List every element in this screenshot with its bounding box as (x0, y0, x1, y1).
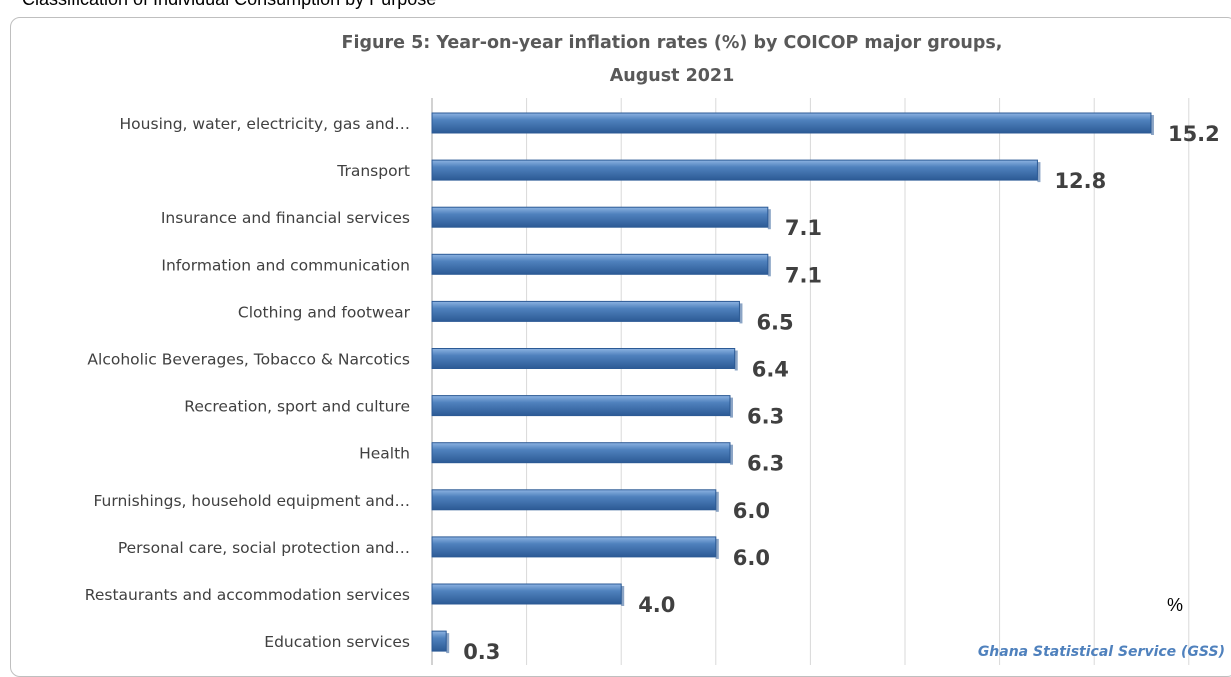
category-label: Information and communication (161, 256, 410, 274)
category-label: Alcoholic Beverages, Tobacco & Narcotics (87, 351, 410, 369)
bar-shadow (1037, 162, 1041, 183)
value-label: 6.0 (733, 546, 770, 570)
bars (431, 112, 1154, 654)
bar (431, 442, 731, 464)
value-label: 6.3 (747, 405, 784, 429)
bar (431, 630, 447, 652)
bar-shadow (446, 633, 450, 654)
bar (431, 583, 622, 605)
bar-shadow (739, 303, 743, 324)
bar (431, 112, 1152, 134)
category-label: Transport (336, 162, 410, 180)
bar (431, 300, 740, 322)
source-label: Ghana Statistical Service (GSS) (978, 644, 1225, 660)
bar-shadow (621, 586, 625, 606)
category-labels: Housing, water, electricity, gas and… Tra… (85, 115, 411, 651)
bar (431, 206, 769, 228)
category-label: Recreation, sport and culture (184, 398, 410, 416)
value-label: 7.1 (785, 216, 822, 240)
unit-label: % (1167, 595, 1183, 615)
value-label: 12.8 (1054, 169, 1106, 193)
bar (431, 253, 769, 275)
bar-shadow (1150, 115, 1154, 135)
value-labels: 15.2 12.8 7.1 7.1 6.5 6.4 6.3 6.3 6.0 6.0 4.0 0.3 (463, 122, 1220, 664)
category-label: Restaurants and accommodation services (85, 586, 410, 604)
category-label: Housing, water, electricity, gas and… (120, 115, 410, 133)
category-label: Personal care, social protection and… (118, 539, 410, 557)
bar (431, 536, 717, 558)
bar-shadow (729, 444, 733, 465)
chart-subtitle: August 2021 (610, 66, 735, 86)
category-label: Insurance and financial services (161, 209, 410, 227)
category-label: Education services (264, 633, 410, 651)
bar-shadow (767, 209, 771, 230)
bar (431, 395, 731, 417)
value-label: 7.1 (785, 263, 822, 287)
category-label: Furnishings, household equipment and… (93, 492, 410, 510)
value-label: 4.0 (638, 593, 675, 617)
page-caption: Classification of Individual Consumption… (22, 0, 436, 10)
value-label: 15.2 (1168, 122, 1220, 146)
value-label: 0.3 (463, 640, 500, 664)
bar-shadow (734, 350, 738, 371)
bar-shadow (729, 397, 733, 418)
bar (431, 348, 736, 369)
value-label: 6.3 (747, 452, 784, 476)
bar (431, 159, 1038, 181)
gridlines (431, 98, 1190, 665)
value-label: 6.0 (733, 499, 770, 523)
bar-shadow (715, 491, 719, 512)
category-label: Clothing and footwear (238, 303, 411, 321)
bar-shadow (715, 538, 719, 559)
value-label: 6.4 (752, 358, 789, 382)
chart-title: Figure 5: Year-on-year inflation rates (… (342, 33, 1003, 53)
bar (431, 489, 717, 511)
value-label: 6.5 (756, 310, 793, 334)
bar-shadow (767, 256, 771, 277)
category-label: Health (359, 445, 410, 463)
